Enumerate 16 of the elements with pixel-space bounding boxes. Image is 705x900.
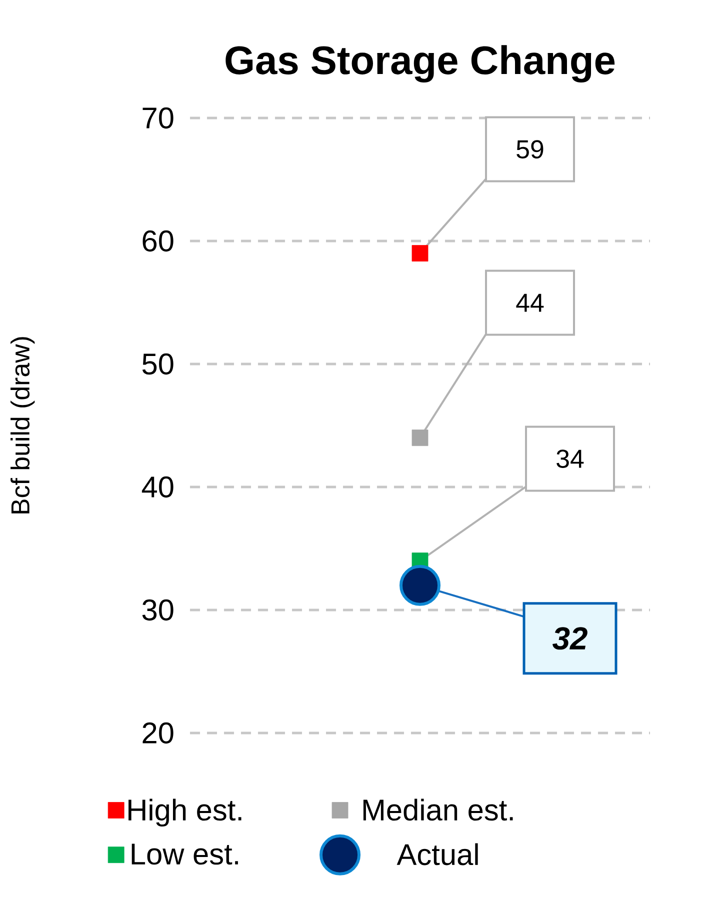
chart-title: Gas Storage Change [226,45,615,82]
y-tick-label: 50 [142,353,174,375]
y-tick-label: 70 [142,107,174,129]
data-label: 32 [552,627,588,650]
legend-label: High est. [128,798,242,827]
y-tick-label: 20 [142,722,174,744]
legend-label: Actual [396,843,478,866]
y-tick-label: 60 [142,230,174,252]
data-label: 59 [516,140,544,158]
y-tick-label: 30 [142,599,174,621]
y-tick-label: 40 [142,476,174,498]
y-axis-title: Bcf build (draw) [10,337,35,514]
legend-label: Median est. [363,798,513,821]
data-label: 34 [556,450,584,468]
data-label: 44 [516,294,544,312]
legend-label: Low est. [132,844,238,865]
